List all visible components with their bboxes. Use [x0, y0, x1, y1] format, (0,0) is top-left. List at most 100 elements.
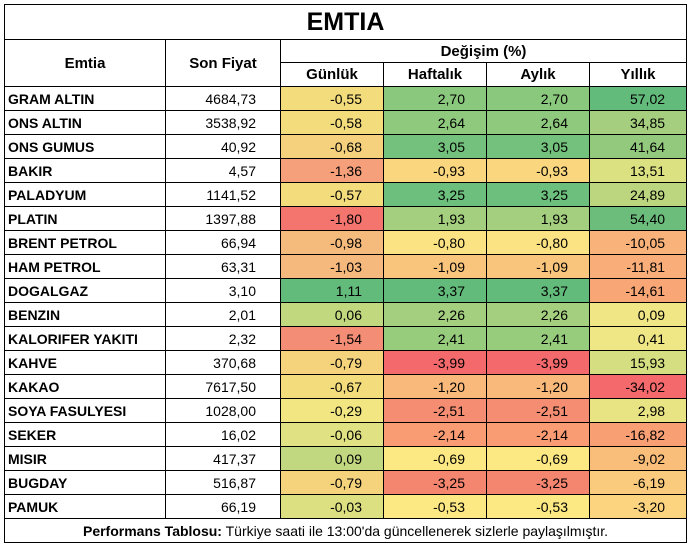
- cell-yearly-change: -14,61: [588, 278, 688, 303]
- cell-daily-change: -1,54: [280, 326, 384, 351]
- cell-monthly-change: 2,70: [486, 86, 590, 111]
- cell-monthly-change: 2,41: [486, 326, 590, 351]
- table-row: PLATIN 1397,88 -1,80 1,93 1,93 54,40: [4, 206, 688, 231]
- cell-commodity-name: KAKAO: [4, 374, 166, 399]
- cell-yearly-change: 24,89: [588, 182, 688, 207]
- cell-yearly-change: 2,98: [588, 398, 688, 423]
- cell-daily-change: -0,06: [280, 422, 384, 447]
- cell-last-price: 66,19: [165, 494, 281, 519]
- table-row: BENZIN 2,01 0,06 2,26 2,26 0,09: [4, 302, 688, 327]
- cell-weekly-change: -0,53: [383, 494, 487, 519]
- cell-monthly-change: 1,93: [486, 206, 590, 231]
- table-row: MISIR 417,37 0,09 -0,69 -0,69 -9,02: [4, 446, 688, 471]
- cell-last-price: 16,02: [165, 422, 281, 447]
- cell-weekly-change: 3,05: [383, 134, 487, 159]
- table-row: ONS GUMUS 40,92 -0,68 3,05 3,05 41,64: [4, 134, 688, 159]
- cell-weekly-change: 1,93: [383, 206, 487, 231]
- footer-text: Türkiye saati ile 13:00'da güncellenerek…: [221, 522, 609, 539]
- cell-daily-change: -0,67: [280, 374, 384, 399]
- cell-monthly-change: 3,05: [486, 134, 590, 159]
- table-row: GRAM ALTIN 4684,73 -0,55 2,70 2,70 57,02: [4, 86, 688, 111]
- cell-last-price: 7617,50: [165, 374, 281, 399]
- cell-weekly-change: -0,93: [383, 158, 487, 183]
- cell-daily-change: 0,06: [280, 302, 384, 327]
- cell-last-price: 370,68: [165, 350, 281, 375]
- cell-monthly-change: -1,20: [486, 374, 590, 399]
- cell-last-price: 1397,88: [165, 206, 281, 231]
- cell-last-price: 4684,73: [165, 86, 281, 111]
- cell-weekly-change: -3,25: [383, 470, 487, 495]
- cell-last-price: 63,31: [165, 254, 281, 279]
- cell-yearly-change: 41,64: [588, 134, 688, 159]
- cell-yearly-change: 34,85: [588, 110, 688, 135]
- cell-monthly-change: -3,25: [486, 470, 590, 495]
- cell-daily-change: -0,55: [280, 86, 384, 111]
- cell-commodity-name: ONS ALTIN: [4, 110, 166, 135]
- header-monthly: Aylık: [486, 62, 590, 87]
- cell-yearly-change: -3,20: [588, 494, 688, 519]
- cell-last-price: 2,01: [165, 302, 281, 327]
- table-row: BAKIR 4,57 -1,36 -0,93 -0,93 13,51: [4, 158, 688, 183]
- cell-last-price: 516,87: [165, 470, 281, 495]
- cell-monthly-change: -0,93: [486, 158, 590, 183]
- cell-last-price: 1028,00: [165, 398, 281, 423]
- cell-daily-change: -0,98: [280, 230, 384, 255]
- cell-last-price: 3538,92: [165, 110, 281, 135]
- cell-daily-change: -0,57: [280, 182, 384, 207]
- cell-monthly-change: 3,25: [486, 182, 590, 207]
- header-yearly: Yıllık: [588, 62, 688, 87]
- cell-commodity-name: SOYA FASULYESI: [4, 398, 166, 423]
- cell-yearly-change: -9,02: [588, 446, 688, 471]
- cell-yearly-change: 15,93: [588, 350, 688, 375]
- table-row: DOGALGAZ 3,10 1,11 3,37 3,37 -14,61: [4, 278, 688, 303]
- table-footer: Performans Tablosu: Türkiye saati ile 13…: [3, 518, 688, 543]
- cell-commodity-name: BAKIR: [4, 158, 166, 183]
- cell-weekly-change: -1,20: [383, 374, 487, 399]
- cell-yearly-change: 57,02: [588, 86, 688, 111]
- commodity-table-panel: EMTIA Emtia Son Fiyat Değişim (%) Günlük…: [3, 4, 688, 543]
- table-row: KALORIFER YAKITI 2,32 -1,54 2,41 2,41 0,41: [4, 326, 688, 351]
- cell-yearly-change: 0,41: [588, 326, 688, 351]
- table-row: KAHVE 370,68 -0,79 -3,99 -3,99 15,93: [4, 350, 688, 375]
- header-daily: Günlük: [280, 62, 384, 87]
- cell-commodity-name: BUGDAY: [4, 470, 166, 495]
- cell-monthly-change: -2,51: [486, 398, 590, 423]
- cell-monthly-change: -1,09: [486, 254, 590, 279]
- table-row: SEKER 16,02 -0,06 -2,14 -2,14 -16,82: [4, 422, 688, 447]
- cell-commodity-name: ONS GUMUS: [4, 134, 166, 159]
- footer-label: Performans Tablosu:: [82, 522, 222, 539]
- table-row: PALADYUM 1141,52 -0,57 3,25 3,25 24,89: [4, 182, 688, 207]
- cell-weekly-change: 2,70: [383, 86, 487, 111]
- cell-commodity-name: PALADYUM: [4, 182, 166, 207]
- cell-yearly-change: -16,82: [588, 422, 688, 447]
- cell-monthly-change: -0,53: [486, 494, 590, 519]
- cell-weekly-change: -2,14: [383, 422, 487, 447]
- table-title: EMTIA: [3, 4, 688, 40]
- header-change-group: Değişim (%): [279, 39, 688, 63]
- cell-commodity-name: BRENT PETROL: [4, 230, 166, 255]
- cell-monthly-change: -3,99: [486, 350, 590, 375]
- cell-monthly-change: 2,64: [486, 110, 590, 135]
- cell-commodity-name: DOGALGAZ: [4, 278, 166, 303]
- commodity-performance-table: EMTIA Emtia Son Fiyat Değişim (%) Günlük…: [3, 4, 688, 543]
- cell-last-price: 1141,52: [165, 182, 281, 207]
- cell-monthly-change: -2,14: [486, 422, 590, 447]
- cell-daily-change: -1,80: [280, 206, 384, 231]
- cell-weekly-change: 3,37: [383, 278, 487, 303]
- cell-yearly-change: -34,02: [588, 374, 688, 399]
- cell-last-price: 4,57: [165, 158, 281, 183]
- cell-daily-change: -1,36: [280, 158, 384, 183]
- cell-yearly-change: 54,40: [588, 206, 688, 231]
- cell-weekly-change: -2,51: [383, 398, 487, 423]
- cell-daily-change: -1,03: [280, 254, 384, 279]
- cell-daily-change: -0,68: [280, 134, 384, 159]
- cell-daily-change: -0,58: [280, 110, 384, 135]
- cell-commodity-name: MISIR: [4, 446, 166, 471]
- cell-yearly-change: -10,05: [588, 230, 688, 255]
- cell-monthly-change: 3,37: [486, 278, 590, 303]
- cell-weekly-change: 2,26: [383, 302, 487, 327]
- header-last-price: Son Fiyat: [165, 39, 281, 87]
- table-row: BRENT PETROL 66,94 -0,98 -0,80 -0,80 -10,05: [4, 230, 688, 255]
- table-row: PAMUK 66,19 -0,03 -0,53 -0,53 -3,20: [4, 494, 688, 519]
- cell-weekly-change: -1,09: [383, 254, 487, 279]
